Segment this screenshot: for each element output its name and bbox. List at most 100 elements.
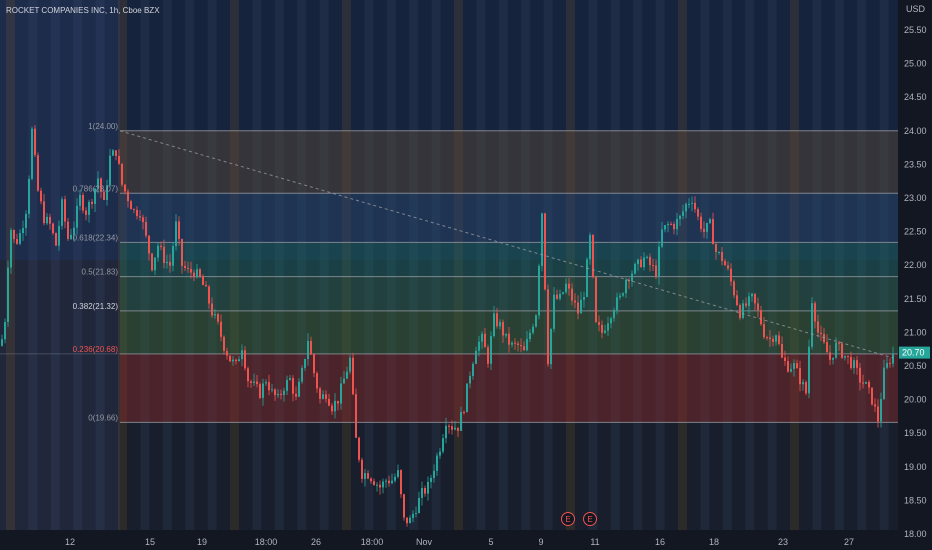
candle-body xyxy=(862,382,864,384)
candle-body xyxy=(451,426,453,430)
candle-body xyxy=(415,513,417,514)
candle-body xyxy=(679,215,681,219)
candle-body xyxy=(31,128,33,179)
candle-body xyxy=(169,261,171,266)
candle-body xyxy=(601,324,603,333)
candle-body xyxy=(751,293,753,297)
candle-body xyxy=(706,223,708,232)
session-band xyxy=(386,0,396,530)
candle-body xyxy=(193,272,195,278)
candle-body xyxy=(352,357,354,395)
earnings-marker[interactable] xyxy=(583,512,597,526)
candle-body xyxy=(406,517,408,524)
candle-body xyxy=(274,389,276,396)
candle-body xyxy=(112,150,114,156)
price-axis[interactable] xyxy=(898,0,932,550)
y-tick-label: 19.50 xyxy=(904,428,927,438)
session-band xyxy=(50,0,60,530)
candle-body xyxy=(844,355,846,358)
candle-body xyxy=(28,178,30,214)
candle-body xyxy=(235,359,237,362)
candle-body xyxy=(523,346,525,351)
candle-body xyxy=(109,155,111,186)
earnings-marker-label: E xyxy=(565,515,570,524)
candle-body xyxy=(760,310,762,325)
candle-body xyxy=(154,257,156,271)
candle-body xyxy=(76,205,78,228)
candle-body xyxy=(214,314,216,316)
candle-body xyxy=(208,286,210,304)
session-band xyxy=(297,0,307,530)
y-tick-label: 21.50 xyxy=(904,294,927,304)
candle-body xyxy=(808,346,810,394)
fib-zone xyxy=(120,242,898,277)
candle-body xyxy=(757,303,759,310)
session-band xyxy=(140,0,150,530)
trend-line[interactable] xyxy=(119,130,894,359)
session-band xyxy=(790,0,799,530)
session-band xyxy=(409,0,419,530)
x-tick-label: 23 xyxy=(778,537,788,547)
candle-body xyxy=(124,184,126,192)
session-band xyxy=(722,0,732,530)
candle-body xyxy=(1,339,3,346)
candle-body xyxy=(301,368,303,382)
currency-label: USD xyxy=(906,4,926,14)
candle-body xyxy=(853,360,855,369)
candle-body xyxy=(217,314,219,322)
candle-body xyxy=(121,163,123,185)
earnings-marker-label: E xyxy=(587,515,592,524)
candle-body xyxy=(670,223,672,225)
candle-body xyxy=(595,276,597,322)
candle-body xyxy=(676,219,678,230)
candle-body xyxy=(568,283,570,289)
candle-body xyxy=(664,225,666,230)
candle-body xyxy=(652,265,654,267)
session-band xyxy=(73,0,83,530)
candle-body xyxy=(52,223,54,234)
candle-body xyxy=(184,265,186,268)
candle-body xyxy=(355,394,357,438)
candle-body xyxy=(313,354,315,374)
candle-body xyxy=(37,155,39,191)
fib-label: 0.236(20.68) xyxy=(73,345,119,354)
candle-body xyxy=(538,265,540,316)
fib-label: 0.5(21.83) xyxy=(82,268,119,277)
candle-body xyxy=(463,411,465,413)
candle-body xyxy=(157,245,159,258)
session-band xyxy=(745,0,755,530)
candle-body xyxy=(661,229,663,247)
candle-body xyxy=(43,201,45,224)
y-tick-label: 23.00 xyxy=(904,193,927,203)
candle-body xyxy=(892,353,894,364)
candle-body xyxy=(733,281,735,296)
candle-body xyxy=(490,336,492,364)
candle-body xyxy=(343,378,345,384)
candle-body xyxy=(478,341,480,351)
candle-body xyxy=(877,406,879,422)
candle-body xyxy=(103,191,105,200)
x-tick-label: 18:00 xyxy=(255,537,278,547)
session-band xyxy=(543,0,553,530)
candle-body xyxy=(880,399,882,422)
fib-label: 0.786(23.07) xyxy=(73,184,119,193)
x-tick-label: 18 xyxy=(709,537,719,547)
candle-body xyxy=(55,233,57,246)
x-tick-label: 15 xyxy=(145,537,155,547)
earnings-marker[interactable] xyxy=(561,512,575,526)
session-band xyxy=(812,0,822,530)
candle-body xyxy=(889,363,891,365)
candle-body xyxy=(622,293,624,296)
candle-body xyxy=(163,246,165,263)
session-band xyxy=(342,0,351,530)
candle-body xyxy=(367,473,369,479)
candle-body xyxy=(529,332,531,339)
time-axis[interactable] xyxy=(0,530,932,550)
candle-body xyxy=(268,382,270,391)
session-band xyxy=(185,0,195,530)
fib-zone xyxy=(120,130,898,194)
candle-body xyxy=(649,256,651,266)
candle-body xyxy=(418,498,420,513)
